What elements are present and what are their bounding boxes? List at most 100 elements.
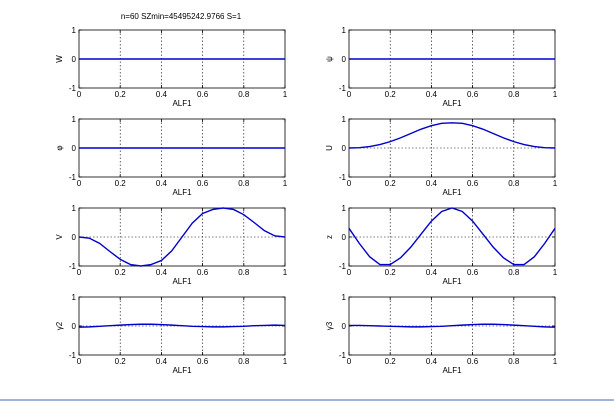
y-tick-label: 0 bbox=[72, 55, 77, 64]
y-axis-label: V bbox=[55, 234, 64, 240]
y-tick-label: 0 bbox=[342, 322, 347, 331]
x-tick-label: 1 bbox=[283, 179, 288, 188]
x-tick-label: 0 bbox=[347, 90, 352, 99]
x-tick-label: 1 bbox=[283, 268, 288, 277]
x-tick-label: 0.6 bbox=[467, 357, 479, 366]
x-tick-label: 0.6 bbox=[467, 179, 479, 188]
x-tick-label: 0.8 bbox=[508, 179, 520, 188]
x-tick-label: 0.8 bbox=[238, 90, 250, 99]
x-tick-label: 0 bbox=[77, 268, 82, 277]
y-axis-label: γ2 bbox=[55, 321, 64, 330]
x-tick-label: 0.8 bbox=[238, 357, 250, 366]
y-tick-label: -1 bbox=[339, 351, 347, 360]
x-tick-label: 0.2 bbox=[385, 357, 397, 366]
y-tick-label: -1 bbox=[69, 351, 77, 360]
x-tick-label: 0.6 bbox=[467, 90, 479, 99]
x-tick-label: 0.2 bbox=[115, 90, 127, 99]
y-axis-label: U bbox=[325, 145, 334, 151]
x-tick-label: 1 bbox=[553, 90, 558, 99]
x-tick-label: 0 bbox=[77, 90, 82, 99]
y-tick-label: 0 bbox=[342, 55, 347, 64]
x-tick-label: 0 bbox=[347, 179, 352, 188]
y-tick-label: 0 bbox=[342, 144, 347, 153]
x-axis-label: ALF1 bbox=[442, 188, 462, 197]
x-tick-label: 1 bbox=[283, 357, 288, 366]
x-tick-label: 0.2 bbox=[385, 179, 397, 188]
y-tick-label: 1 bbox=[342, 293, 347, 302]
y-axis-label: z bbox=[325, 235, 334, 239]
x-axis-label: ALF1 bbox=[442, 277, 462, 286]
x-tick-label: 0.4 bbox=[156, 268, 168, 277]
x-tick-label: 0.8 bbox=[238, 179, 250, 188]
x-axis-label: ALF1 bbox=[172, 366, 192, 375]
x-tick-label: 0.6 bbox=[467, 268, 479, 277]
x-tick-label: 0.6 bbox=[197, 90, 209, 99]
y-tick-label: 1 bbox=[72, 204, 77, 213]
y-tick-label: 1 bbox=[342, 115, 347, 124]
y-tick-label: 0 bbox=[72, 144, 77, 153]
x-tick-label: 0.8 bbox=[238, 268, 250, 277]
y-axis-label: ψ bbox=[325, 56, 334, 62]
bottom-rule bbox=[0, 399, 614, 401]
x-tick-label: 0 bbox=[77, 357, 82, 366]
x-tick-label: 0 bbox=[347, 357, 352, 366]
x-tick-label: 0 bbox=[77, 179, 82, 188]
y-tick-label: -1 bbox=[339, 173, 347, 182]
y-tick-label: -1 bbox=[69, 84, 77, 93]
y-tick-label: 1 bbox=[72, 115, 77, 124]
x-tick-label: 0.4 bbox=[426, 268, 438, 277]
y-tick-label: 0 bbox=[72, 233, 77, 242]
x-tick-label: 0.8 bbox=[508, 90, 520, 99]
x-tick-label: 0.4 bbox=[426, 357, 438, 366]
series-line bbox=[78, 207, 286, 267]
x-tick-label: 0.4 bbox=[426, 179, 438, 188]
x-axis-label: ALF1 bbox=[172, 188, 192, 197]
x-tick-label: 0.2 bbox=[385, 268, 397, 277]
y-tick-label: -1 bbox=[69, 262, 77, 271]
x-tick-label: 0.8 bbox=[508, 268, 520, 277]
y-tick-label: 0 bbox=[342, 233, 347, 242]
x-tick-label: 0.4 bbox=[156, 90, 168, 99]
y-tick-label: -1 bbox=[339, 84, 347, 93]
x-tick-label: 1 bbox=[283, 90, 288, 99]
y-tick-label: -1 bbox=[339, 262, 347, 271]
y-tick-label: 1 bbox=[72, 26, 77, 35]
y-axis-label: φ bbox=[55, 145, 64, 150]
series-line bbox=[78, 323, 286, 328]
series-line bbox=[348, 122, 556, 149]
y-tick-label: -1 bbox=[69, 173, 77, 182]
series-line bbox=[348, 207, 556, 266]
x-axis-label: ALF1 bbox=[172, 99, 192, 108]
y-tick-label: 1 bbox=[342, 204, 347, 213]
series-line bbox=[349, 323, 556, 328]
x-tick-label: 0.6 bbox=[197, 268, 209, 277]
x-tick-label: 1 bbox=[553, 268, 558, 277]
x-tick-label: 0.4 bbox=[156, 357, 168, 366]
x-tick-label: 0.8 bbox=[508, 357, 520, 366]
x-axis-label: ALF1 bbox=[442, 99, 462, 108]
x-tick-label: 0.2 bbox=[115, 179, 127, 188]
x-tick-label: 1 bbox=[553, 179, 558, 188]
y-tick-label: 1 bbox=[72, 293, 77, 302]
x-tick-label: 0.2 bbox=[115, 357, 127, 366]
x-axis-label: ALF1 bbox=[442, 366, 462, 375]
x-tick-label: 1 bbox=[553, 357, 558, 366]
x-tick-label: 0.2 bbox=[115, 268, 127, 277]
y-tick-label: 0 bbox=[72, 322, 77, 331]
y-tick-label: 1 bbox=[342, 26, 347, 35]
y-axis-label: γ3 bbox=[325, 321, 334, 330]
x-tick-label: 0.2 bbox=[385, 90, 397, 99]
y-axis-label: W bbox=[55, 55, 64, 63]
x-tick-label: 0.4 bbox=[156, 179, 168, 188]
figure-title: n=60 SZmin=45495242.9766 S=1 bbox=[121, 12, 242, 21]
